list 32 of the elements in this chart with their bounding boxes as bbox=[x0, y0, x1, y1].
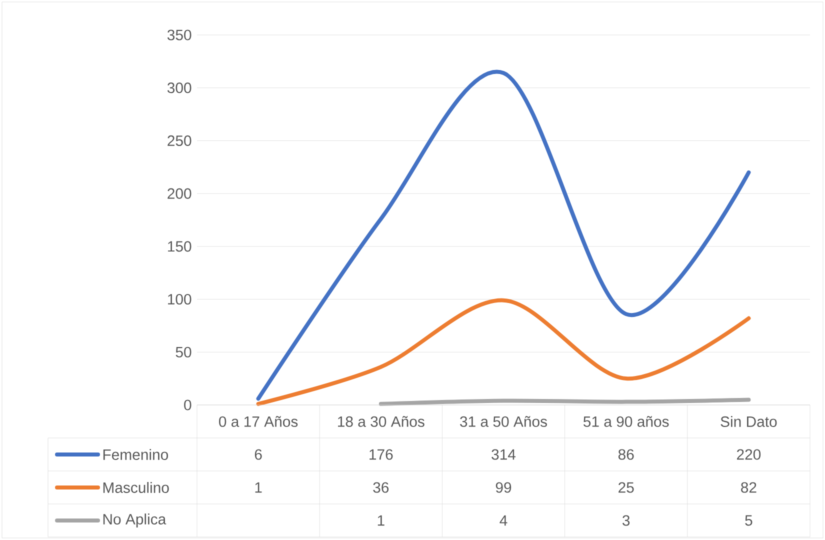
y-tick-label: 50 bbox=[176, 346, 192, 358]
data-label: 314 bbox=[492, 449, 516, 460]
y-tick-label: 250 bbox=[168, 135, 192, 146]
y-tick-label: 150 bbox=[168, 241, 192, 252]
x-tick-label: 0 a 17 Años bbox=[219, 416, 298, 427]
line-series bbox=[256, 298, 751, 406]
x-tick-label: 18 a 30 Años bbox=[338, 416, 424, 427]
data-label: 4 bbox=[500, 515, 508, 526]
x-tick-label: Sin Dato bbox=[720, 416, 777, 427]
data-label: 1 bbox=[378, 515, 384, 526]
line-series bbox=[256, 70, 751, 401]
y-tick-label: 100 bbox=[168, 294, 192, 305]
data-label: 86 bbox=[618, 449, 634, 460]
data-label: 36 bbox=[373, 482, 389, 493]
data-label: 220 bbox=[736, 449, 761, 460]
x-tick-label: 51 a 90 años bbox=[583, 416, 669, 427]
legend-label: Femenino bbox=[103, 449, 168, 460]
x-tick-label: 31 a 50 Años bbox=[460, 416, 547, 427]
y-tick-label: 300 bbox=[167, 82, 192, 94]
data-label: 3 bbox=[622, 515, 630, 526]
y-tick-label: 200 bbox=[168, 188, 192, 199]
legend-label: No Aplica bbox=[103, 514, 166, 528]
data-label: 6 bbox=[254, 449, 262, 460]
y-tick-label: 350 bbox=[167, 30, 192, 40]
data-label: 25 bbox=[618, 482, 634, 493]
data-label: 176 bbox=[370, 449, 393, 460]
data-label: 1 bbox=[255, 482, 262, 493]
data-label: 99 bbox=[496, 482, 512, 493]
legend-label: Masculino bbox=[103, 482, 169, 493]
data-label: 5 bbox=[745, 515, 752, 526]
data-label: 82 bbox=[741, 482, 756, 493]
y-tick-label: 0 bbox=[184, 400, 192, 410]
